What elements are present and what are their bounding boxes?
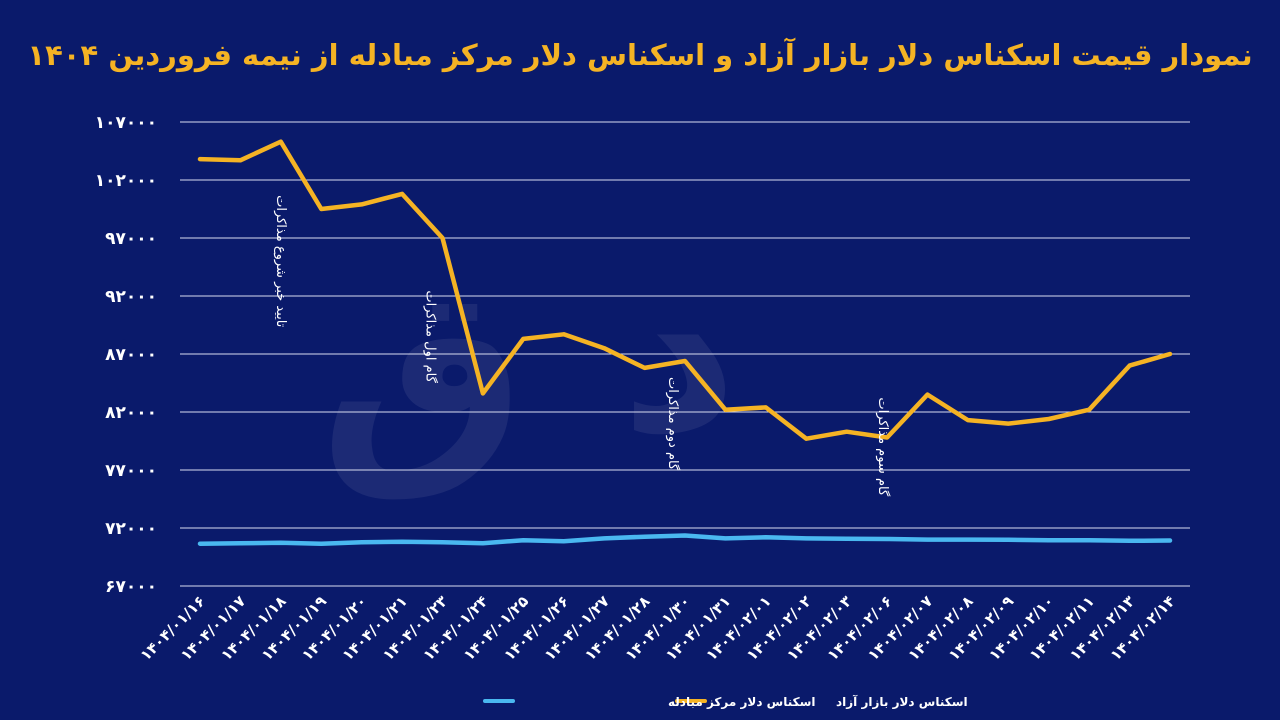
y-axis: ۶۷۰۰۰ ۷۲۰۰۰ ۷۷۰۰۰ ۸۲۰۰۰ ۸۷۰۰۰ ۹۲۰۰۰ ۹۷۰۰۰ ۱۰۲۰۰… [95, 113, 157, 597]
annotation-label-1: گام اول مذاکرات [422, 290, 438, 383]
y-tick-label: ۱۰۲۰۰۰ [95, 171, 157, 191]
annotation-label-3: گام سوم مذاکرات [875, 397, 891, 497]
svg-text:ﻕ: ﻕ [320, 238, 526, 505]
chart-title: نمودار قیمت اسکناس دلار بازار آزاد و اسک… [27, 38, 1253, 72]
gridlines [180, 121, 1190, 587]
legend-label-free-market: اسکناس دلار بازار آزاد [836, 694, 968, 709]
y-tick-label: ۷۲۰۰۰ [105, 519, 157, 539]
y-tick-label: ۸۲۰۰۰ [105, 403, 157, 423]
y-tick-label: ۹۲۰۰۰ [105, 287, 157, 307]
y-tick-label: ۸۷۰۰۰ [105, 345, 157, 365]
x-axis: ۱۴۰۴/۰۱/۱۶۱۴۰۴/۰۱/۱۷۱۴۰۴/۰۱/۱۸۱۴۰۴/۰۱/۱۹… [137, 592, 1179, 664]
series-line-0 [197, 533, 1173, 546]
annotation-label-0: تایید خبر شروع مذاکرات [273, 195, 288, 328]
annotation-label-2: گام دوم مذاکرات [665, 377, 681, 471]
y-tick-label: ۶۷۰۰۰ [105, 577, 157, 597]
series-group [197, 139, 1173, 546]
annotations: تایید خبر شروع مذاکرات گام اول مذاکرات گام… [273, 195, 891, 497]
watermark: ﺩ ﻕ [320, 218, 738, 505]
legend-label-exchange-center: اسکناس دلار مرکز مبادله [668, 695, 816, 709]
y-tick-label: ۹۷۰۰۰ [105, 229, 157, 249]
svg-text:ﺩ: ﺩ [620, 218, 738, 485]
series-line-1 [197, 139, 1173, 441]
legend: اسکناس دلار بازار آزاد اسکناس دلار مرکز م… [483, 694, 968, 709]
y-tick-label: ۷۷۰۰۰ [105, 461, 157, 481]
y-tick-label: ۱۰۷۰۰۰ [95, 113, 157, 133]
